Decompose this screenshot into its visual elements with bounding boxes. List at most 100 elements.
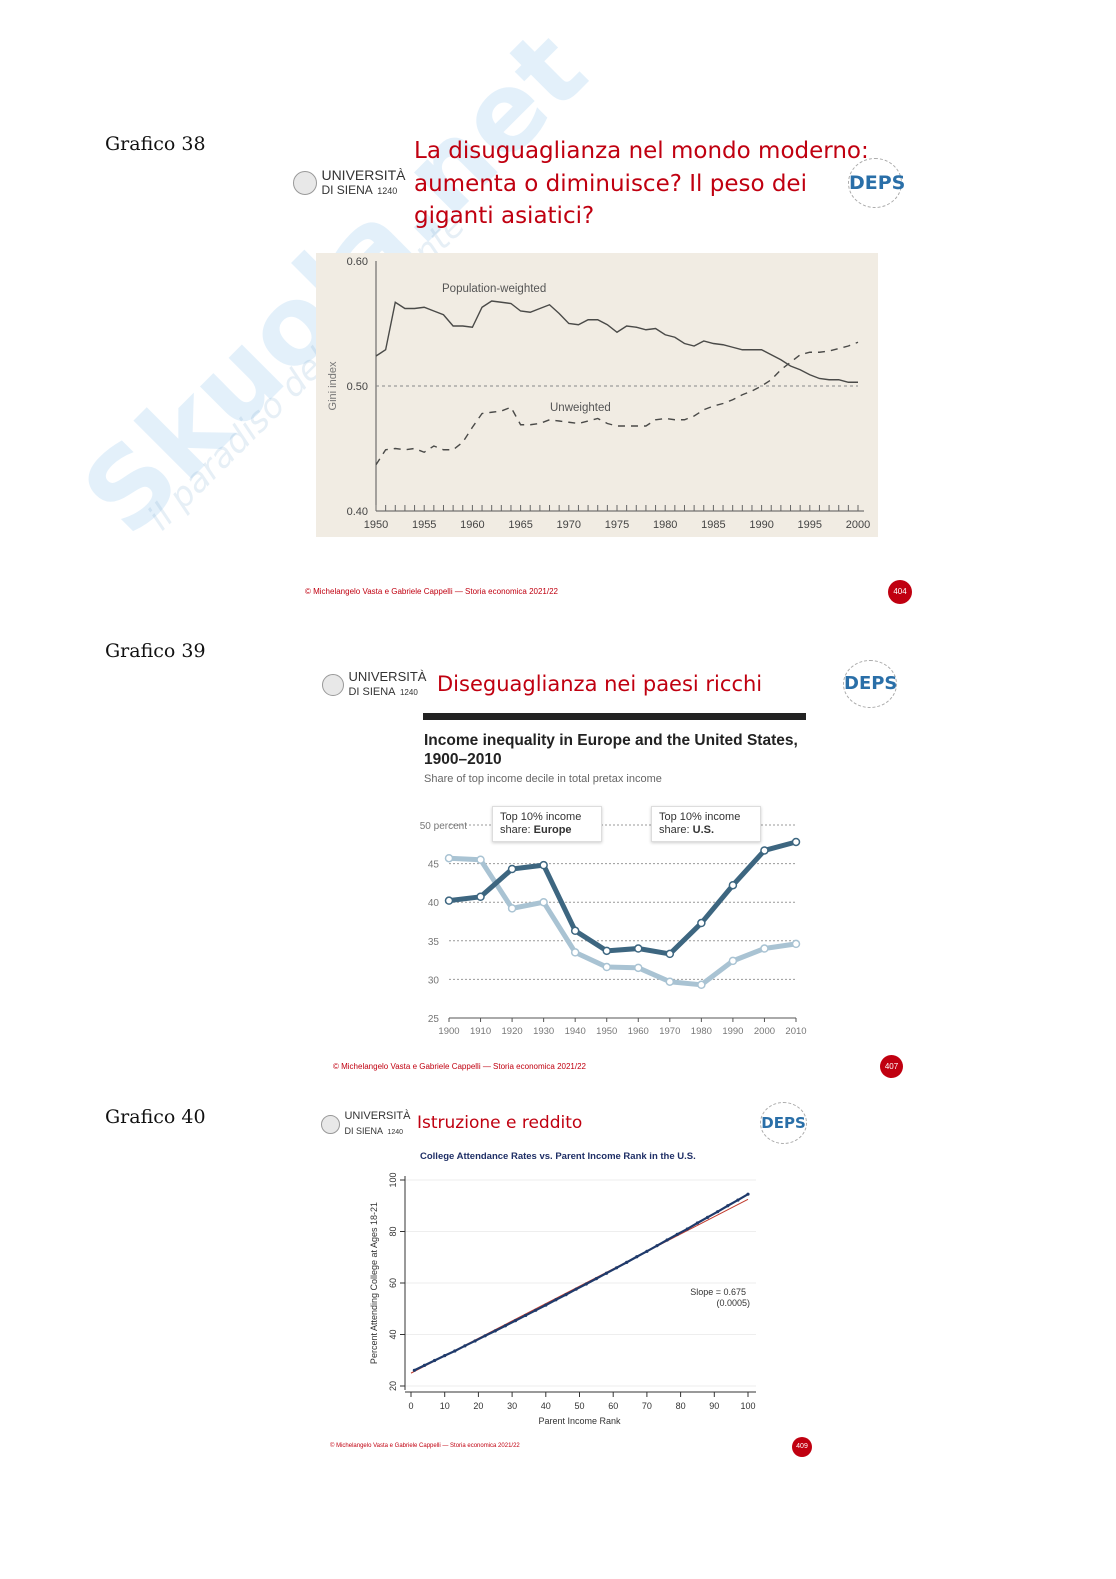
x-tick-label: 1995 — [798, 519, 822, 531]
y-tick-label: 60 — [388, 1278, 398, 1288]
data-point-europe — [444, 853, 454, 863]
university-name: UNIVERSITÀ — [348, 669, 427, 684]
x-tick-label: 1960 — [628, 1026, 649, 1037]
data-point-us — [665, 949, 675, 959]
data-point — [716, 1210, 720, 1214]
data-point — [523, 1313, 528, 1318]
chart-title: College Attendance Rates vs. Parent Inco… — [420, 1151, 696, 1162]
data-point-europe — [760, 944, 769, 953]
x-tick-label: 1960 — [460, 519, 484, 531]
x-tick-label: 20 — [473, 1401, 483, 1411]
slide-footer: © Michelangelo Vasta e Gabriele Cappelli… — [333, 1062, 586, 1071]
data-point — [564, 1292, 568, 1297]
university-seal-icon — [322, 673, 344, 696]
data-point — [544, 1303, 548, 1307]
data-point-us — [570, 926, 580, 936]
data-point — [604, 1271, 609, 1275]
y-tick-label: 20 — [388, 1381, 398, 1391]
slide-title: La disuguaglianza nel mondo moderno: aum… — [414, 135, 869, 233]
slope-annotation: (0.0005) — [716, 1298, 750, 1308]
x-tick-label: 1990 — [722, 1026, 743, 1037]
college-attendance-chart: 20 40 60 80 100 0 10 20 30 40 50 60 70 80 90 100 Parent … — [369, 1172, 756, 1426]
x-tick-label: 10 — [440, 1401, 450, 1411]
data-point-us — [444, 896, 454, 905]
x-tick-label: 90 — [709, 1401, 719, 1411]
university-seal-icon — [293, 171, 317, 195]
data-point-europe — [728, 956, 738, 966]
data-point — [685, 1227, 689, 1231]
x-axis-label: Parent Income Rank — [538, 1416, 621, 1426]
slide-title-line: giganti asiatici? — [414, 203, 595, 230]
data-point — [645, 1249, 649, 1253]
x-tick-label: 40 — [541, 1401, 551, 1411]
callout-text-bold: Europe — [533, 824, 572, 837]
y-tick-label: 30 — [428, 975, 440, 986]
data-point-europe — [634, 963, 643, 973]
data-point-us — [697, 918, 706, 928]
y-tick-label: 25 — [428, 1014, 440, 1025]
data-point-us — [760, 846, 769, 855]
slide-footer: © Michelangelo Vasta e Gabriele Cappelli… — [305, 587, 558, 596]
x-tick-label: 100 — [740, 1401, 755, 1411]
university-seal-icon — [321, 1115, 340, 1134]
x-tick-label: 80 — [676, 1401, 686, 1411]
deps-logo: DEPS — [760, 1102, 807, 1144]
data-point — [705, 1215, 710, 1219]
x-tick-label: 1975 — [605, 519, 629, 531]
x-tick-label: 1970 — [557, 519, 581, 531]
callout-text: share: — [500, 824, 534, 837]
data-point-europe — [570, 948, 580, 957]
deps-logo: DEPS — [843, 660, 897, 708]
page-number-badge: 407 — [880, 1055, 903, 1078]
figure-label: Grafico 40 — [105, 1106, 206, 1128]
figure-label: Grafico 38 — [105, 133, 206, 155]
university-year: 1240 — [377, 186, 398, 196]
slope-annotation: Slope = 0.675 — [690, 1287, 746, 1297]
data-point — [483, 1334, 487, 1338]
data-point — [695, 1221, 700, 1225]
data-point-europe — [665, 977, 675, 986]
x-tick-label: 1970 — [659, 1026, 680, 1037]
callout-europe: Top 10% income share: Europe — [492, 806, 602, 843]
slide-title-line: aumenta o diminuisce? Il peso dei — [414, 170, 807, 197]
data-point — [422, 1363, 427, 1367]
deps-logo: DEPS — [848, 158, 905, 208]
y-tick-label: 0.40 — [347, 506, 368, 518]
x-tick-label: 70 — [642, 1401, 652, 1411]
data-point-us — [634, 944, 643, 953]
data-point-europe — [602, 962, 611, 972]
x-tick-label: 2010 — [785, 1026, 806, 1037]
x-tick-label: 1920 — [502, 1026, 523, 1037]
x-tick-label: 1980 — [691, 1026, 712, 1037]
slide-title: Diseguaglianza nei paesi ricchi — [437, 672, 763, 696]
page-number-badge: 404 — [888, 580, 912, 604]
data-point-europe — [539, 897, 548, 907]
page-number-badge: 409 — [792, 1437, 812, 1457]
y-tick-label: 40 — [428, 898, 440, 909]
series-line-population-weighted — [375, 300, 858, 383]
university-name: UNIVERSITÀ — [344, 1110, 411, 1122]
x-tick-label: 0 — [408, 1401, 413, 1411]
y-tick-label: 40 — [388, 1329, 398, 1339]
callout-text: share: — [659, 824, 693, 837]
chart-title-line: Income inequality in Europe and the Unit… — [424, 732, 798, 749]
university-year: 1240 — [399, 688, 418, 697]
title-rule — [423, 713, 806, 720]
x-tick-label: 30 — [507, 1401, 517, 1411]
y-tick-label: 0.60 — [347, 256, 368, 268]
y-tick-label: 0.50 — [347, 381, 368, 393]
y-axis-label: Gini index — [327, 361, 339, 410]
series-label: Population-weighted — [442, 283, 546, 295]
x-tick-label: 1965 — [508, 519, 532, 531]
scatter-trace — [413, 1193, 749, 1372]
university-name: UNIVERSITÀ — [321, 167, 406, 183]
data-point-europe — [791, 939, 801, 949]
data-point-us — [602, 946, 611, 956]
university-logo: UNIVERSITÀ DI SIENA 1240 — [322, 670, 426, 699]
gini-chart: 1950 1955 1960 1965 1970 1975 1980 1985 1990 1995… — [316, 253, 878, 537]
slide-footer: © Michelangelo Vasta e Gabriele Cappelli… — [330, 1443, 520, 1449]
data-point-us — [476, 892, 485, 902]
callout-text-bold: U.S. — [692, 824, 715, 837]
data-point — [675, 1232, 679, 1236]
